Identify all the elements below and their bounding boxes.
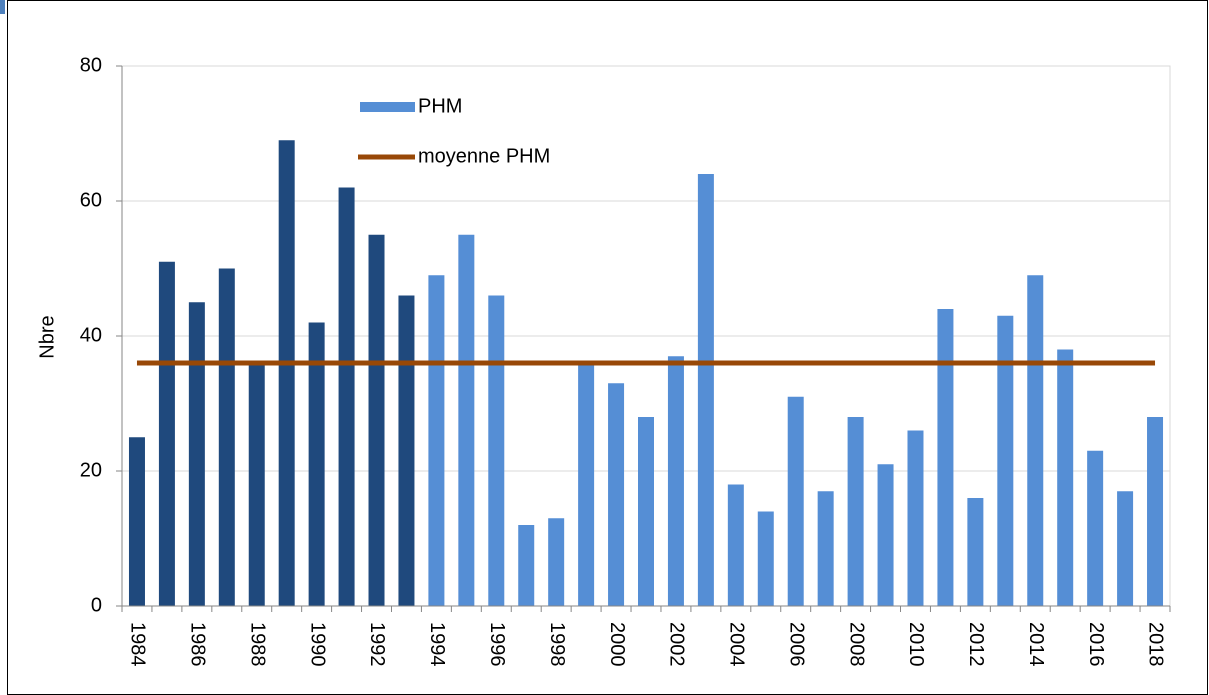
bar bbox=[608, 383, 625, 606]
bar bbox=[727, 484, 744, 606]
y-tick-label: 20 bbox=[80, 459, 102, 481]
bar bbox=[578, 363, 595, 606]
legend-label: moyenne PHM bbox=[418, 145, 550, 167]
bar bbox=[188, 302, 205, 606]
y-tick-label: 40 bbox=[80, 324, 102, 346]
x-tick-label: 2004 bbox=[726, 622, 748, 667]
bar bbox=[967, 498, 984, 606]
x-tick-label: 1986 bbox=[187, 622, 209, 667]
bar bbox=[937, 309, 954, 606]
bar bbox=[158, 261, 175, 606]
legend: PHM moyenne PHM bbox=[358, 95, 550, 167]
bar bbox=[1057, 349, 1074, 606]
x-tick-label: 1998 bbox=[546, 622, 568, 667]
bar bbox=[877, 464, 894, 606]
bar bbox=[518, 525, 535, 606]
bar bbox=[308, 322, 325, 606]
bar bbox=[1027, 275, 1044, 606]
bar bbox=[428, 275, 445, 606]
bar bbox=[817, 491, 834, 606]
bar bbox=[847, 417, 864, 606]
bars bbox=[128, 140, 1164, 606]
x-tick-label: 2002 bbox=[666, 622, 688, 667]
x-tick-label: 2008 bbox=[845, 622, 867, 667]
legend-label: PHM bbox=[418, 95, 462, 117]
x-tick-label: 2012 bbox=[965, 622, 987, 667]
axes: 0 20 40 60 80 1984 1986 1988 1990 1992 1994 1996 199… bbox=[80, 54, 1171, 667]
x-tick-label: 2010 bbox=[905, 622, 927, 667]
bar bbox=[368, 234, 385, 606]
x-tick-label: 1990 bbox=[306, 622, 328, 667]
x-tick-label: 2000 bbox=[606, 622, 628, 667]
bar bbox=[338, 187, 355, 606]
bar bbox=[398, 295, 415, 606]
x-tick-label: 2018 bbox=[1145, 622, 1167, 667]
y-axis-label: Nbre bbox=[36, 315, 58, 358]
x-tick-label: 1988 bbox=[246, 622, 268, 667]
y-tick-label: 60 bbox=[80, 189, 102, 211]
bar bbox=[548, 518, 565, 606]
x-tick-label: 2006 bbox=[785, 622, 807, 667]
x-tick-label: 2014 bbox=[1025, 622, 1047, 667]
bar bbox=[907, 430, 924, 606]
bar bbox=[248, 363, 265, 606]
bar bbox=[458, 234, 475, 606]
y-tick-label: 80 bbox=[80, 54, 102, 76]
bar bbox=[997, 315, 1014, 606]
bar bbox=[1147, 417, 1164, 606]
bar bbox=[638, 417, 654, 606]
x-tick-label: 1994 bbox=[426, 622, 448, 667]
x-tick-label: 1992 bbox=[366, 622, 388, 667]
bar bbox=[488, 295, 505, 606]
bar bbox=[1087, 450, 1104, 606]
bar bbox=[128, 437, 145, 606]
bar bbox=[697, 174, 714, 606]
corner-marker bbox=[0, 0, 5, 14]
bar bbox=[667, 356, 684, 606]
y-tick-label: 0 bbox=[91, 594, 102, 616]
bar bbox=[1117, 491, 1134, 606]
bar bbox=[278, 140, 295, 606]
bar bbox=[787, 396, 804, 606]
bar bbox=[218, 268, 235, 606]
bar bbox=[757, 511, 774, 606]
x-tick-label: 2016 bbox=[1085, 622, 1107, 667]
legend-swatch bbox=[360, 102, 415, 112]
x-tick-label: 1996 bbox=[486, 622, 508, 667]
x-tick-label: 1984 bbox=[127, 622, 149, 667]
